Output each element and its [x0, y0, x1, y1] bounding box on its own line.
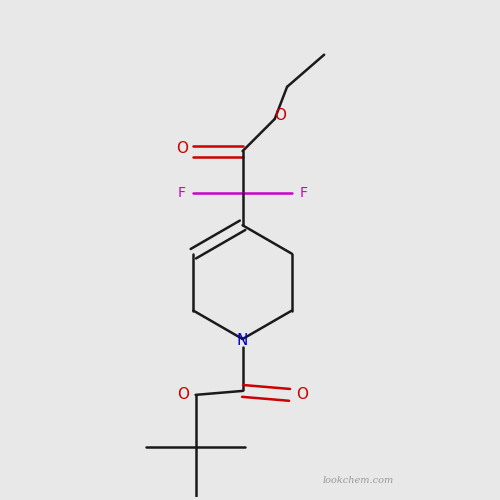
Text: O: O: [176, 141, 188, 156]
Text: lookchem.com: lookchem.com: [322, 476, 394, 485]
Text: O: O: [177, 388, 189, 402]
Text: O: O: [274, 108, 285, 122]
Text: F: F: [300, 186, 308, 200]
Text: O: O: [296, 388, 308, 402]
Text: F: F: [178, 186, 186, 200]
Text: N: N: [237, 333, 248, 348]
